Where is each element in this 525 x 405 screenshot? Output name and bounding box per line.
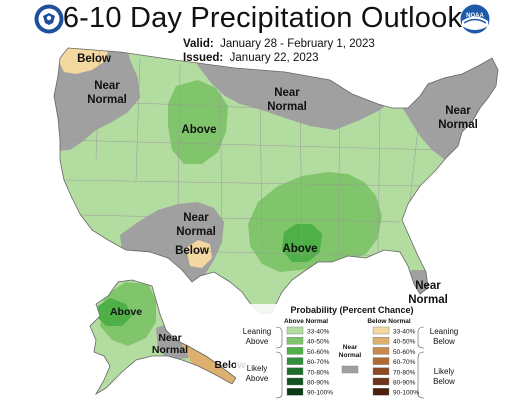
label-fl-near-1: Near (415, 280, 441, 292)
valid-label: Valid: (183, 38, 214, 50)
legend-above-swatch-4 (286, 367, 304, 375)
noaa-logo-text: NOAA (466, 13, 484, 19)
legend-brace-likely-above (275, 351, 283, 399)
valid-line: Valid: January 28 - February 1, 2023 (183, 38, 375, 50)
legend-below-swatch-0 (372, 326, 390, 335)
legend-above-label-1: 40-50% (307, 339, 330, 346)
noaa-logo-icon: NOAA (460, 4, 490, 34)
legend-below-label-4: 70-80% (393, 369, 416, 376)
legend-above-label-3: 60-70% (307, 359, 330, 366)
legend-near-header-1: Near (343, 344, 358, 351)
label-ne-near-2: Normal (438, 119, 478, 131)
label-ne-near-1: Near (445, 105, 471, 117)
label-nc-near-2: Normal (267, 101, 307, 113)
legend-above-label-0: 33-40% (307, 329, 330, 336)
legend-brace-leaning-above (275, 326, 283, 349)
label-sw-near-2: Normal (176, 226, 216, 238)
legend-below-swatch-4 (372, 367, 390, 375)
legend-below-swatch-6 (372, 388, 390, 396)
label-sw-near-1: Near (183, 212, 209, 224)
label-rockies-above: Above (181, 124, 216, 136)
valid-dates: January 28 - February 1, 2023 (220, 38, 375, 50)
label-ak-near-2: Normal (152, 344, 188, 356)
legend-below-label-0: 33-40% (393, 329, 416, 336)
sw-below-normal (186, 240, 212, 268)
state-borders (59, 49, 441, 261)
legend-leaning-above-2: Above (246, 337, 269, 346)
legend-above-swatch-3 (286, 357, 304, 365)
label-ak-near-1: Near (158, 332, 181, 344)
label-nw-below: Below (77, 53, 111, 65)
legend-below-label-3: 60-70% (393, 359, 416, 366)
legend-above-swatch-0 (286, 326, 304, 335)
label-nc-near-1: Near (274, 87, 300, 99)
legend-above-swatch-1 (286, 337, 304, 345)
nw-below-normal (58, 48, 108, 74)
legend-title: Probability (Percent Chance) (290, 305, 413, 315)
legend-above-bins: 33-40% 40-50% 50-60% 60-70% 70-80% 80-90% 90-1… (286, 326, 333, 397)
legend-leaning-above-1: Leaning (243, 327, 271, 336)
legend-leaning-below-1: Leaning (430, 327, 458, 336)
legend-below-label-6: 90-100% (393, 390, 419, 397)
issued-label: Issued: (183, 52, 224, 64)
legend-near-swatch (341, 365, 359, 374)
legend-below-bins: 33-40% 40-50% 50-60% 60-70% 70-80% 80-90% 90-1… (372, 326, 419, 397)
legend-below-swatch-3 (372, 357, 390, 365)
issued-date: January 22, 2023 (229, 52, 319, 64)
doc-seal-icon (34, 4, 64, 34)
conus-outline (53, 47, 499, 315)
legend-below-label-1: 40-50% (393, 339, 416, 346)
south-above-40-50 (248, 172, 382, 272)
legend-leaning-below-2: Below (433, 337, 455, 346)
legend: Probability (Percent Chance) Above Norma… (236, 304, 520, 402)
legend-above-label-5: 80-90% (307, 380, 330, 387)
legend-likely-below-1: Likely (434, 367, 454, 376)
label-south-above: Above (282, 243, 317, 255)
legend-below-swatch-1 (372, 337, 390, 345)
legend-above-swatch-2 (286, 347, 304, 355)
legend-brace-leaning-below (417, 326, 425, 349)
legend-likely-above-1: Likely (247, 364, 267, 373)
legend-above-swatch-5 (286, 377, 304, 386)
label-nw-near-2: Normal (87, 94, 127, 106)
legend-above-header: Above Normal (284, 318, 328, 325)
legend-below-swatch-5 (372, 377, 390, 386)
legend-likely-above-2: Above (246, 374, 269, 383)
legend-below-label-5: 80-90% (393, 380, 416, 387)
alaska-outline (89, 279, 237, 396)
ak-below-normal (180, 340, 236, 390)
label-fl-near-2: Normal (408, 294, 448, 306)
legend-above-label-4: 70-80% (307, 369, 330, 376)
label-nw-near-1: Near (94, 80, 120, 92)
legend-brace-likely-below (417, 351, 425, 399)
legend-above-label-6: 90-100% (307, 390, 333, 397)
label-sw-below: Below (175, 245, 209, 257)
legend-below-label-2: 50-60% (393, 349, 416, 356)
issued-line: Issued: January 22, 2023 (183, 52, 319, 64)
legend-above-swatch-6 (286, 388, 304, 396)
legend-below-swatch-2 (372, 347, 390, 355)
legend-below-header: Below Normal (367, 318, 411, 325)
label-ak-above: Above (110, 306, 142, 318)
legend-near-header-2: Normal (339, 352, 362, 359)
legend-above-label-2: 50-60% (307, 349, 330, 356)
page-title: 6-10 Day Precipitation Outlook (62, 2, 463, 34)
legend-likely-below-2: Below (433, 377, 455, 386)
ak-above-50-60 (98, 298, 132, 326)
